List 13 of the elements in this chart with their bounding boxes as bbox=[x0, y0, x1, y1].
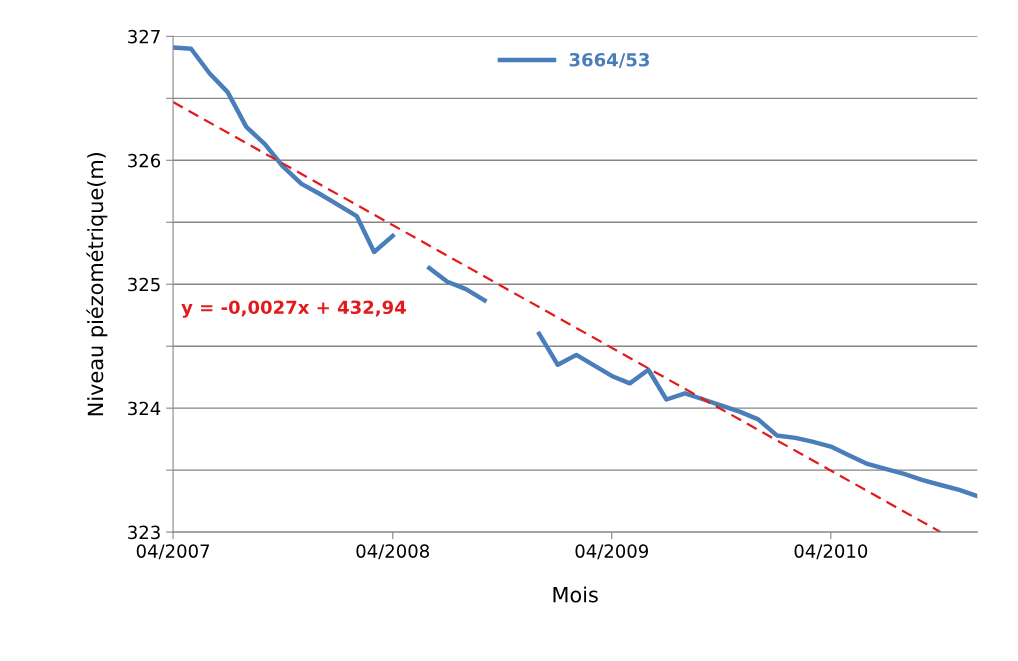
legend-label: 3664/53 bbox=[569, 52, 650, 68]
y-tick-label: 325 bbox=[128, 277, 160, 292]
annotation: y = -0,0027x + 432,94 bbox=[181, 300, 406, 318]
y-tick-label: 326 bbox=[128, 153, 161, 168]
x-tick-label: 04/2007 bbox=[136, 544, 210, 560]
x-tick-label: 04/2008 bbox=[356, 544, 429, 560]
y-tick-label: 323 bbox=[128, 525, 160, 540]
y-axis-title: Niveau piézométrique(m) bbox=[86, 153, 108, 416]
x-tick-label: 04/2010 bbox=[794, 544, 868, 560]
y-tick-label: 327 bbox=[128, 29, 160, 44]
x-axis-title: Mois bbox=[553, 586, 598, 603]
x-tick-label: 04/2009 bbox=[575, 544, 649, 560]
y-tick-label: 324 bbox=[128, 401, 161, 416]
